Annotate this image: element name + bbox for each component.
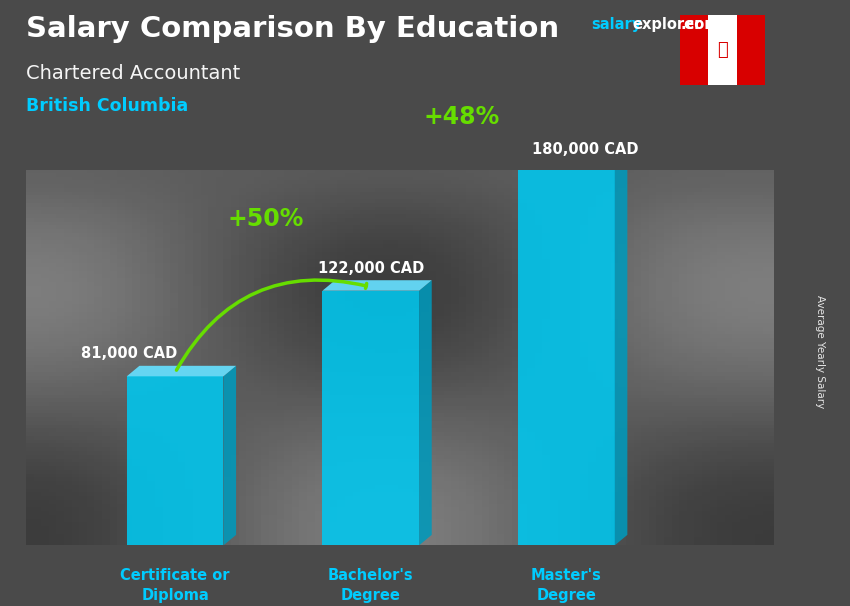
Polygon shape: [680, 15, 708, 85]
Polygon shape: [127, 376, 224, 545]
Polygon shape: [224, 366, 236, 545]
Text: 🍁: 🍁: [717, 41, 728, 59]
Text: +50%: +50%: [228, 207, 304, 231]
Text: Certificate or
Diploma: Certificate or Diploma: [121, 568, 230, 603]
Polygon shape: [322, 291, 419, 545]
Text: Master's
Degree: Master's Degree: [531, 568, 602, 603]
Text: salary: salary: [591, 17, 641, 32]
Text: Salary Comparison By Education: Salary Comparison By Education: [26, 15, 558, 43]
Text: 122,000 CAD: 122,000 CAD: [318, 261, 424, 276]
Text: +48%: +48%: [423, 105, 500, 129]
Polygon shape: [322, 280, 432, 291]
Text: Chartered Accountant: Chartered Accountant: [26, 64, 240, 82]
Polygon shape: [518, 159, 627, 170]
Text: British Columbia: British Columbia: [26, 97, 188, 115]
Polygon shape: [518, 170, 615, 545]
Text: .com: .com: [680, 17, 719, 32]
Polygon shape: [127, 366, 236, 376]
Polygon shape: [419, 280, 432, 545]
Polygon shape: [615, 159, 627, 545]
Polygon shape: [737, 15, 765, 85]
Text: Average Yearly Salary: Average Yearly Salary: [815, 295, 825, 408]
Polygon shape: [708, 15, 737, 85]
Text: explorer: explorer: [632, 17, 702, 32]
Text: Bachelor's
Degree: Bachelor's Degree: [328, 568, 414, 603]
Text: 180,000 CAD: 180,000 CAD: [531, 142, 638, 156]
Text: 81,000 CAD: 81,000 CAD: [81, 346, 177, 361]
